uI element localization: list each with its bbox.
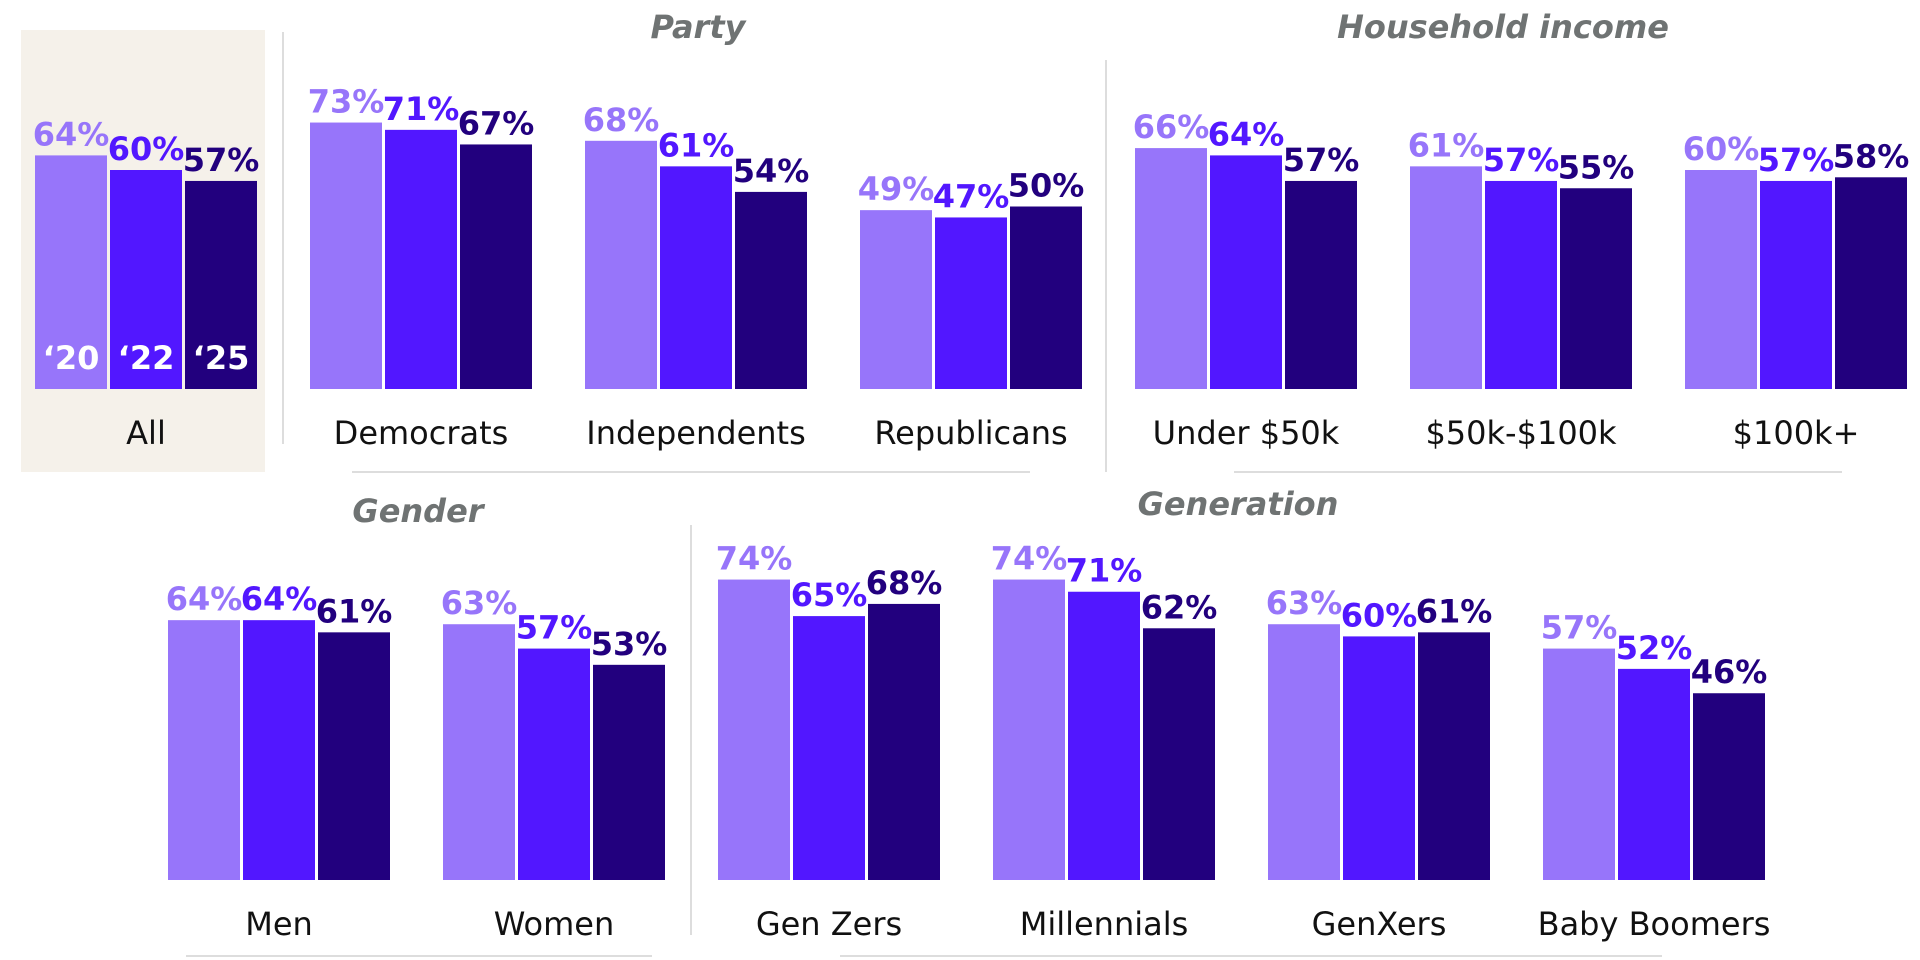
bar bbox=[735, 191, 807, 389]
bar bbox=[168, 620, 240, 880]
category-label: Women bbox=[494, 905, 614, 943]
value-label: 47% bbox=[933, 177, 1010, 215]
value-label: 52% bbox=[1616, 629, 1693, 667]
bar bbox=[860, 210, 932, 389]
bar bbox=[793, 616, 865, 880]
value-label: 71% bbox=[1066, 552, 1143, 590]
bar bbox=[1210, 155, 1282, 389]
bar bbox=[1485, 180, 1557, 389]
bar bbox=[1285, 180, 1357, 389]
category-label: Millennials bbox=[1020, 905, 1189, 943]
category-label: Under $50k bbox=[1153, 414, 1340, 452]
value-label: 63% bbox=[1266, 584, 1343, 622]
bar bbox=[1835, 177, 1907, 389]
bar bbox=[1685, 170, 1757, 389]
value-label: 57% bbox=[1483, 141, 1560, 179]
value-label: 62% bbox=[1141, 588, 1218, 626]
value-label: 74% bbox=[991, 540, 1068, 578]
value-label: 61% bbox=[1408, 126, 1485, 164]
bar bbox=[1543, 648, 1615, 880]
bar bbox=[593, 664, 665, 880]
category-label: $50k-$100k bbox=[1425, 414, 1617, 452]
group-title: Household income bbox=[1337, 8, 1669, 46]
value-label: 68% bbox=[866, 564, 943, 602]
value-label: 63% bbox=[441, 584, 518, 622]
value-label: 60% bbox=[1341, 596, 1418, 634]
value-label: 55% bbox=[1558, 148, 1635, 186]
value-label: 64% bbox=[241, 580, 318, 618]
category-label: GenXers bbox=[1312, 905, 1447, 943]
bar bbox=[243, 620, 315, 880]
value-label: 49% bbox=[858, 170, 935, 208]
bar bbox=[1560, 188, 1632, 389]
bar bbox=[1410, 166, 1482, 389]
bar bbox=[660, 166, 732, 389]
group-title: Gender bbox=[352, 492, 485, 530]
bar bbox=[1760, 180, 1832, 389]
value-label: 58% bbox=[1833, 137, 1910, 175]
bar bbox=[185, 180, 257, 389]
bar bbox=[1693, 693, 1765, 880]
bar bbox=[318, 632, 390, 880]
bar bbox=[1418, 632, 1490, 880]
bar bbox=[993, 579, 1065, 880]
bar bbox=[35, 155, 107, 389]
value-label: 57% bbox=[516, 609, 593, 647]
category-label: All bbox=[126, 414, 166, 452]
bar bbox=[443, 624, 515, 880]
value-label: 74% bbox=[716, 540, 793, 578]
bar bbox=[1135, 148, 1207, 389]
value-label: 66% bbox=[1133, 108, 1210, 146]
bar bbox=[1268, 624, 1340, 880]
bar bbox=[1343, 636, 1415, 880]
group-title: Party bbox=[651, 8, 747, 46]
value-label: 65% bbox=[791, 576, 868, 614]
category-label: Republicans bbox=[874, 414, 1067, 452]
category-label: Gen Zers bbox=[756, 905, 902, 943]
value-label: 64% bbox=[1208, 115, 1285, 153]
bar bbox=[1143, 628, 1215, 880]
value-label: 57% bbox=[183, 141, 260, 179]
bar bbox=[1618, 668, 1690, 880]
value-label: 57% bbox=[1283, 141, 1360, 179]
value-label: 57% bbox=[1758, 141, 1835, 179]
value-label: 60% bbox=[1683, 130, 1760, 168]
value-label: 46% bbox=[1691, 653, 1768, 691]
value-label: 64% bbox=[33, 115, 110, 153]
bar bbox=[585, 140, 657, 389]
bar bbox=[385, 129, 457, 389]
value-label: 61% bbox=[658, 126, 735, 164]
value-label: 61% bbox=[316, 592, 393, 630]
value-label: 61% bbox=[1416, 592, 1493, 630]
legend-year-label: ‘20 bbox=[43, 339, 100, 377]
bar bbox=[518, 648, 590, 880]
value-label: 67% bbox=[458, 104, 535, 142]
value-label: 71% bbox=[383, 90, 460, 128]
category-label: Democrats bbox=[334, 414, 509, 452]
group-title: Generation bbox=[1138, 485, 1339, 523]
value-label: 73% bbox=[308, 83, 385, 121]
bar bbox=[1068, 591, 1140, 880]
value-label: 64% bbox=[166, 580, 243, 618]
bar bbox=[1010, 206, 1082, 389]
category-label: $100k+ bbox=[1733, 414, 1860, 452]
bar bbox=[460, 144, 532, 389]
value-label: 57% bbox=[1541, 609, 1618, 647]
category-label: Baby Boomers bbox=[1538, 905, 1771, 943]
bar bbox=[110, 170, 182, 389]
legend-year-label: ‘22 bbox=[118, 339, 175, 377]
category-label: Men bbox=[245, 905, 313, 943]
bar bbox=[868, 603, 940, 880]
bar bbox=[718, 579, 790, 880]
value-label: 68% bbox=[583, 101, 660, 139]
value-label: 54% bbox=[733, 152, 810, 190]
value-label: 60% bbox=[108, 130, 185, 168]
value-label: 53% bbox=[591, 625, 668, 663]
category-label: Independents bbox=[586, 414, 806, 452]
value-label: 50% bbox=[1008, 167, 1085, 205]
bar bbox=[310, 122, 382, 390]
legend-year-label: ‘25 bbox=[193, 339, 250, 377]
bar bbox=[935, 217, 1007, 389]
